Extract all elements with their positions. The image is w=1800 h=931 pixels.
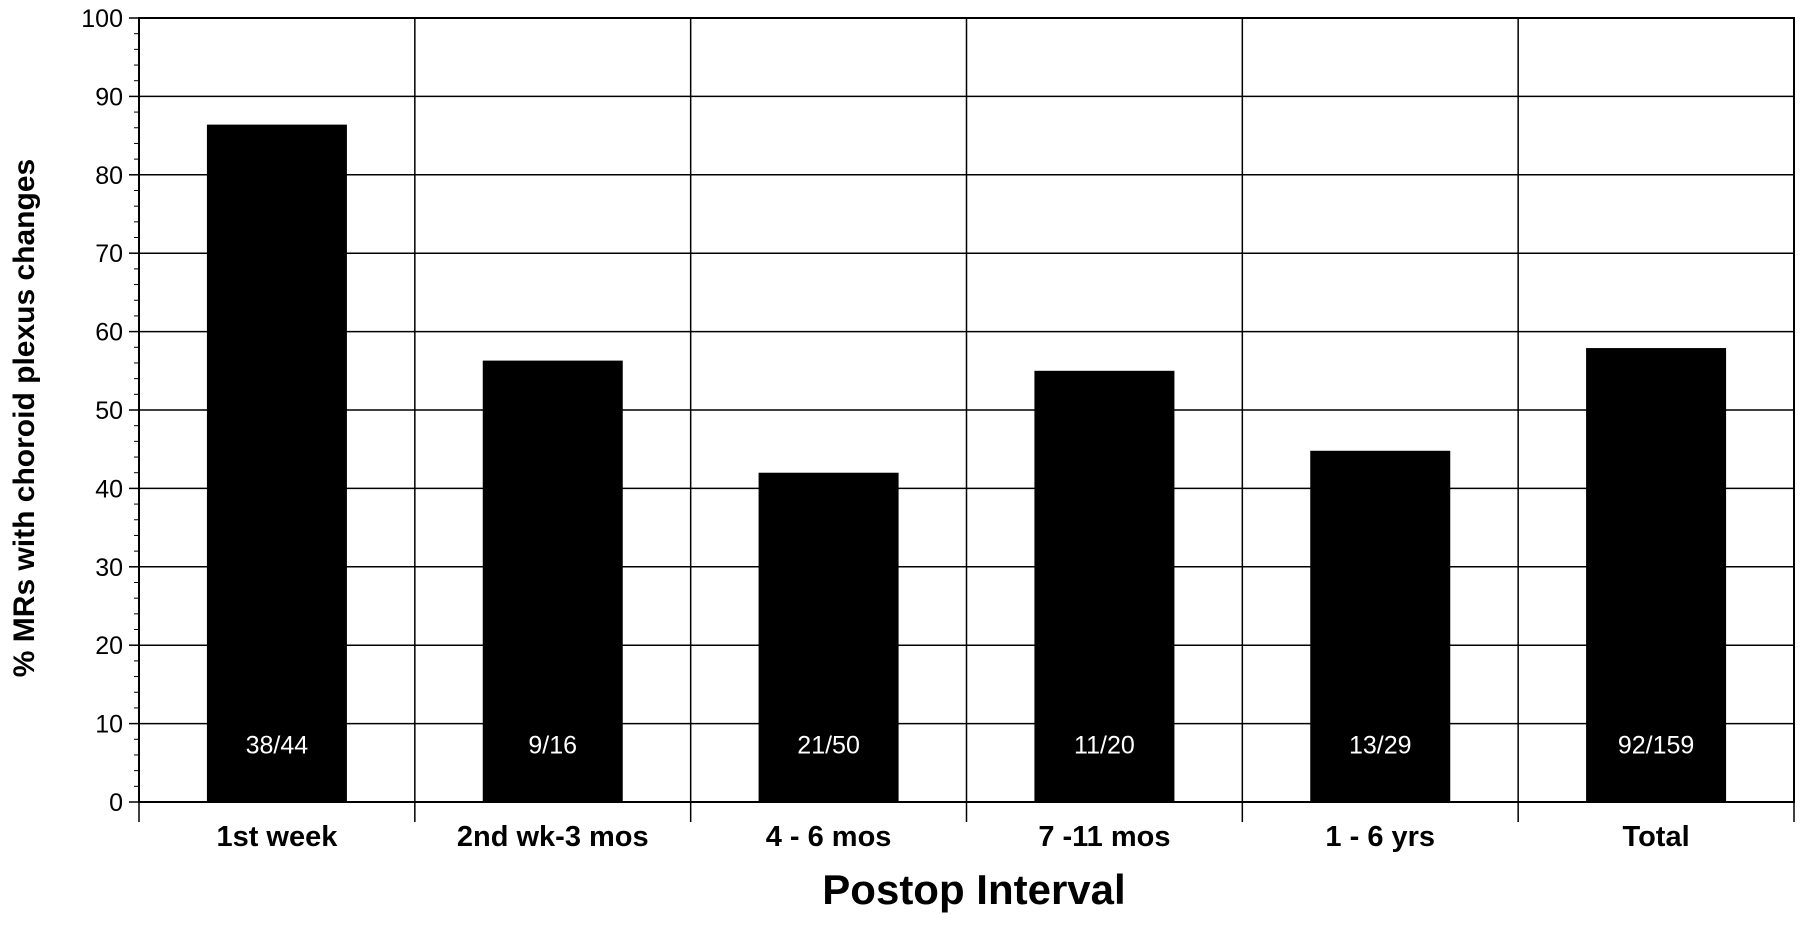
bar <box>1310 450 1451 802</box>
x-tick-label: 2nd wk-3 mos <box>457 821 649 853</box>
y-tick-label: 20 <box>95 632 123 660</box>
plot-frame <box>138 17 1795 803</box>
bar <box>1034 370 1175 802</box>
y-tick-label: 10 <box>95 711 123 739</box>
y-tick-label: 100 <box>81 5 123 33</box>
bar-data-label: 92/159 <box>1618 731 1694 759</box>
x-tick-label: 1st week <box>216 821 338 853</box>
gridlines <box>139 17 1794 802</box>
y-tick-label: 60 <box>95 319 123 347</box>
x-tick-label: Total <box>1623 821 1690 853</box>
x-tick-label: 7 -11 mos <box>1038 821 1170 853</box>
x-tick-label: 4 - 6 mos <box>766 821 892 853</box>
x-axis-title: Postop Interval <box>822 866 1125 913</box>
bar-data-label: 38/44 <box>246 731 309 759</box>
y-tick-label: 90 <box>95 83 123 111</box>
y-tick-label: 0 <box>109 789 123 817</box>
bar <box>482 360 623 802</box>
y-tick-label: 50 <box>95 397 123 425</box>
bar-data-label: 9/16 <box>528 731 577 759</box>
bar <box>758 472 899 802</box>
labels: 0 10 20 30 40 50 60 70 80 90 100 38/44 1st week 9/16 2… <box>81 5 1694 853</box>
y-tick-label: 40 <box>95 475 123 503</box>
bar-data-label: 21/50 <box>797 731 860 759</box>
bars <box>206 124 1727 802</box>
y-tick-label: 70 <box>95 240 123 268</box>
bar <box>206 124 347 802</box>
y-tick-label: 30 <box>95 554 123 582</box>
bar <box>1586 348 1727 802</box>
y-tick-label: 80 <box>95 162 123 190</box>
bar-data-label: 13/29 <box>1349 731 1412 759</box>
axes <box>129 17 1795 822</box>
x-tick-label: 1 - 6 yrs <box>1325 821 1435 853</box>
y-axis-title: % MRs with choroid plexus changes <box>8 159 41 677</box>
bar-data-label: 11/20 <box>1074 731 1135 759</box>
